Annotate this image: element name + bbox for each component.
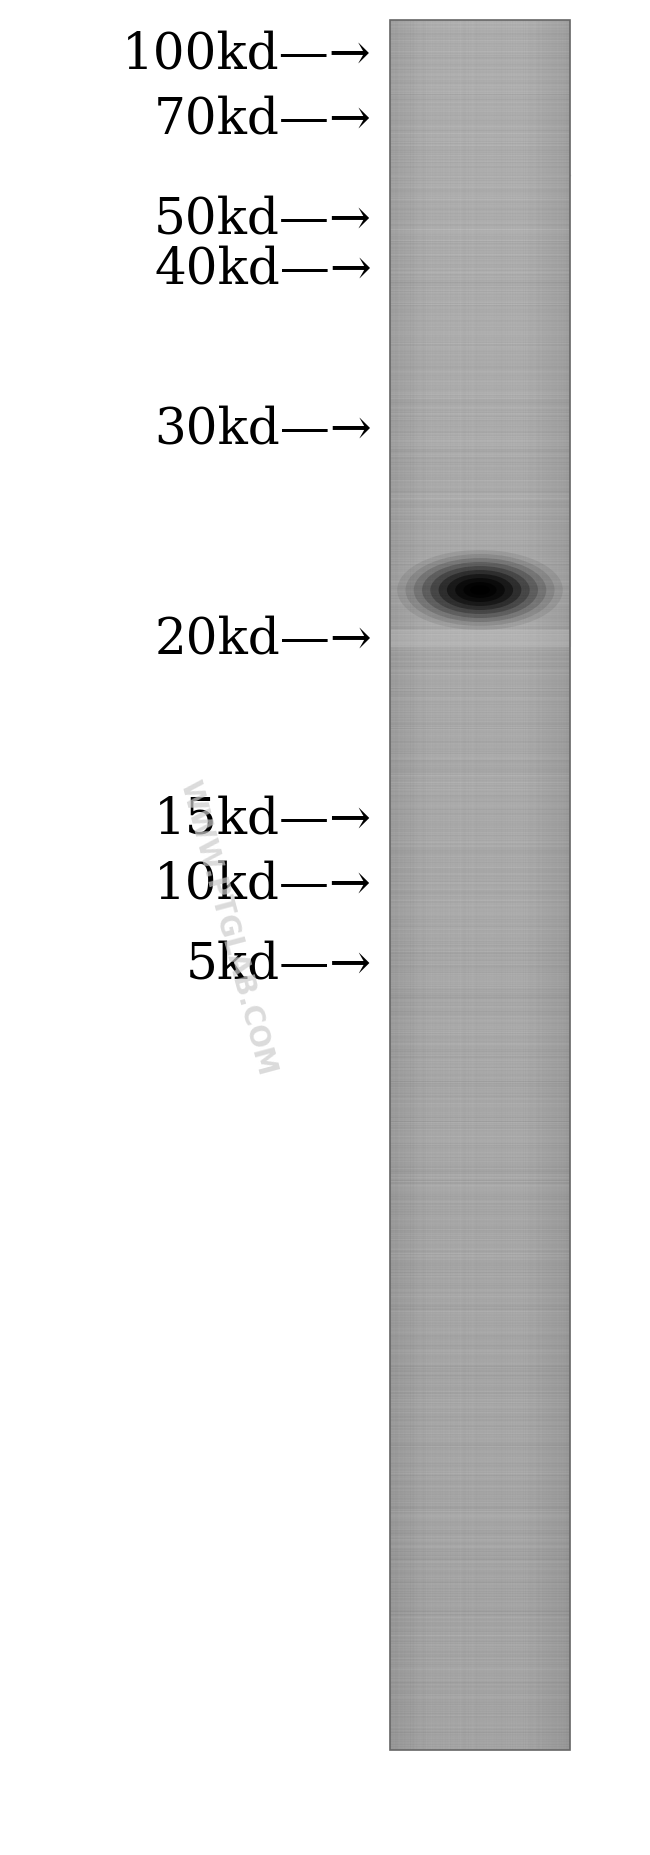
Ellipse shape bbox=[406, 555, 554, 625]
Ellipse shape bbox=[463, 582, 497, 597]
Bar bbox=[390, 20, 570, 1749]
Ellipse shape bbox=[397, 549, 563, 631]
Text: 70kd—→: 70kd—→ bbox=[154, 95, 372, 145]
Ellipse shape bbox=[439, 569, 521, 610]
Ellipse shape bbox=[475, 588, 485, 592]
Ellipse shape bbox=[447, 573, 513, 607]
Text: WWW.PTGLAB.COM: WWW.PTGLAB.COM bbox=[175, 777, 280, 1078]
Text: 20kd—→: 20kd—→ bbox=[154, 616, 372, 664]
Ellipse shape bbox=[414, 558, 546, 621]
Text: 100kd—→: 100kd—→ bbox=[122, 30, 372, 80]
Ellipse shape bbox=[422, 562, 538, 618]
Text: 40kd—→: 40kd—→ bbox=[154, 245, 372, 295]
Text: 5kd—→: 5kd—→ bbox=[186, 940, 372, 991]
Text: 50kd—→: 50kd—→ bbox=[154, 195, 372, 245]
Text: 10kd—→: 10kd—→ bbox=[154, 861, 372, 909]
Ellipse shape bbox=[430, 566, 530, 614]
Text: 15kd—→: 15kd—→ bbox=[154, 796, 372, 844]
Ellipse shape bbox=[455, 579, 505, 603]
Ellipse shape bbox=[470, 584, 490, 595]
Text: 30kd—→: 30kd—→ bbox=[154, 404, 372, 454]
